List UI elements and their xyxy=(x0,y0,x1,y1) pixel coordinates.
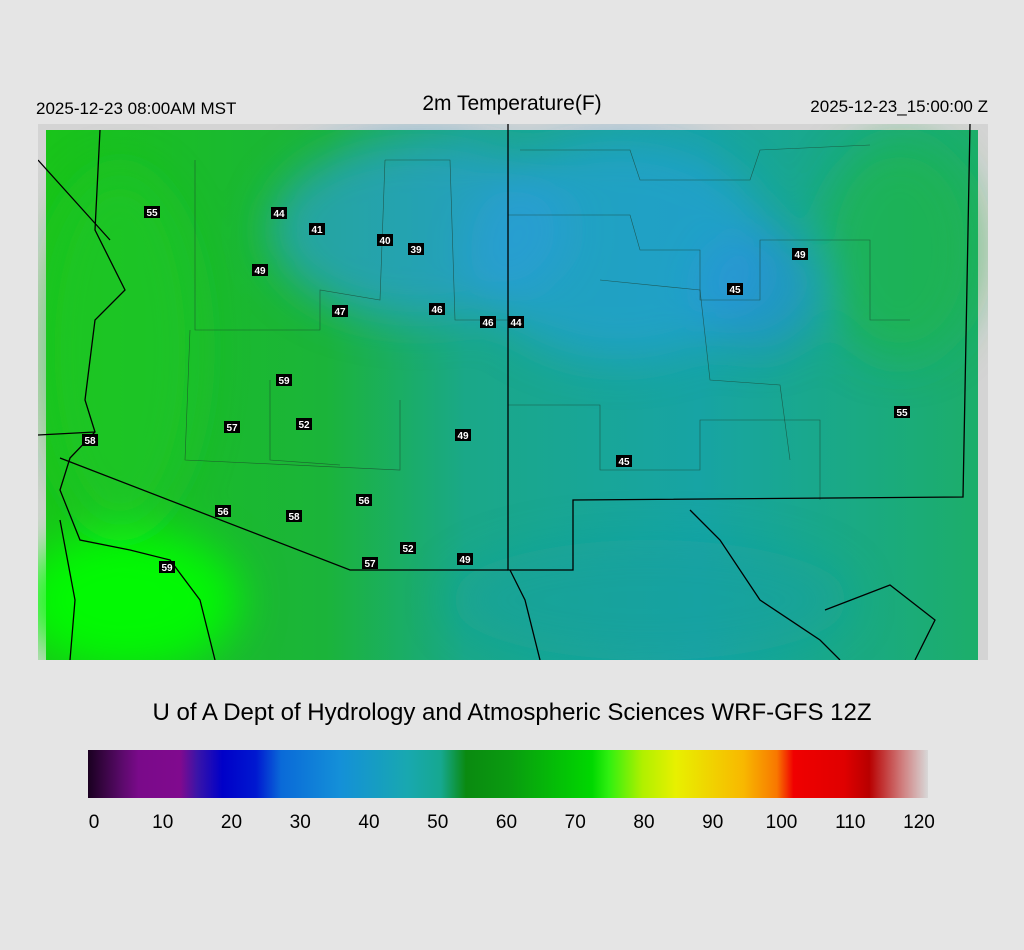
colorbar-tick-label: 30 xyxy=(290,812,311,833)
colorbar-tick-label: 60 xyxy=(496,812,517,833)
colorbar-tick-label: 0 xyxy=(89,812,100,833)
station-box xyxy=(400,542,416,554)
station-box xyxy=(429,303,445,315)
station-labels: 55 44 41 40 39 49 47 46 46 44 59 57 52 49 58 56 56 58 52 57… xyxy=(82,206,910,574)
colorbar-tick-label: 120 xyxy=(903,812,935,833)
station-box xyxy=(894,406,910,418)
station-value: 59 xyxy=(161,563,173,574)
colorbar-tick-label: 110 xyxy=(835,812,865,833)
station-value: 44 xyxy=(273,209,285,220)
station-box xyxy=(362,557,378,569)
station-value: 49 xyxy=(794,250,806,261)
station-value: 55 xyxy=(146,208,158,219)
colorbar-tick-label: 20 xyxy=(221,812,242,833)
station-box xyxy=(82,434,98,446)
map xyxy=(38,124,988,660)
station-box xyxy=(144,206,160,218)
station-value: 49 xyxy=(459,555,471,566)
colorbar xyxy=(88,750,928,798)
station-box xyxy=(224,421,240,433)
colorbar-tick-label: 100 xyxy=(766,812,798,833)
county-lines xyxy=(184,144,910,500)
station-box xyxy=(252,264,268,276)
station-value: 57 xyxy=(226,423,238,434)
station-box xyxy=(480,316,496,328)
station-box xyxy=(215,505,231,517)
station-value: 44 xyxy=(510,318,522,329)
station-value: 46 xyxy=(431,305,443,316)
station-box xyxy=(508,316,524,328)
station-value: 58 xyxy=(288,512,300,523)
colorbar-tick-label: 70 xyxy=(565,812,586,833)
station-box xyxy=(276,374,292,386)
station-box xyxy=(159,561,175,573)
station-value: 47 xyxy=(334,307,346,318)
station-value: 41 xyxy=(311,225,323,236)
station-value: 45 xyxy=(618,457,630,468)
station-box xyxy=(286,510,302,522)
station-value: 59 xyxy=(278,376,290,387)
state-borders xyxy=(38,124,971,660)
station-box xyxy=(377,234,393,246)
station-value: 49 xyxy=(254,266,266,277)
station-box xyxy=(455,429,471,441)
station-value: 49 xyxy=(457,431,469,442)
station-box xyxy=(727,283,743,295)
station-value: 52 xyxy=(298,420,310,431)
colorbar-tick-label: 10 xyxy=(152,812,173,833)
station-box xyxy=(332,305,348,317)
colorbar-tick-label: 90 xyxy=(702,812,723,833)
colorbar-ticks: 0 10 20 30 40 50 60 70 80 90 100 110 120 xyxy=(89,812,935,833)
station-value: 52 xyxy=(402,544,414,555)
colorbar-tick-label: 40 xyxy=(358,812,379,833)
map-title: 2m Temperature(F) xyxy=(422,92,601,115)
station-value: 55 xyxy=(896,408,908,419)
station-box xyxy=(616,455,632,467)
station-value: 57 xyxy=(364,559,376,570)
station-box xyxy=(408,243,424,255)
station-box xyxy=(309,223,325,235)
station-value: 45 xyxy=(729,285,741,296)
valid-local-time: 2025-12-23 08:00AM MST xyxy=(36,99,236,118)
station-value: 39 xyxy=(410,245,422,256)
station-box xyxy=(457,553,473,565)
station-value: 46 xyxy=(482,318,494,329)
station-box xyxy=(271,207,287,219)
station-value: 58 xyxy=(84,436,96,447)
colorbar-tick-label: 80 xyxy=(633,812,654,833)
station-box xyxy=(356,494,372,506)
station-value: 56 xyxy=(358,496,370,507)
station-box xyxy=(792,248,808,260)
station-box xyxy=(296,418,312,430)
station-value: 56 xyxy=(217,507,229,518)
colorbar-tick-label: 50 xyxy=(427,812,448,833)
footer-credit: U of A Dept of Hydrology and Atmospheric… xyxy=(153,699,872,726)
valid-utc-time: 2025-12-23_15:00:00 Z xyxy=(810,97,988,116)
station-value: 40 xyxy=(379,236,391,247)
